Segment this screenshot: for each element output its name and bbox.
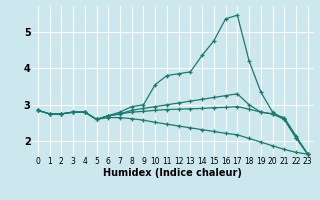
- X-axis label: Humidex (Indice chaleur): Humidex (Indice chaleur): [103, 168, 242, 178]
